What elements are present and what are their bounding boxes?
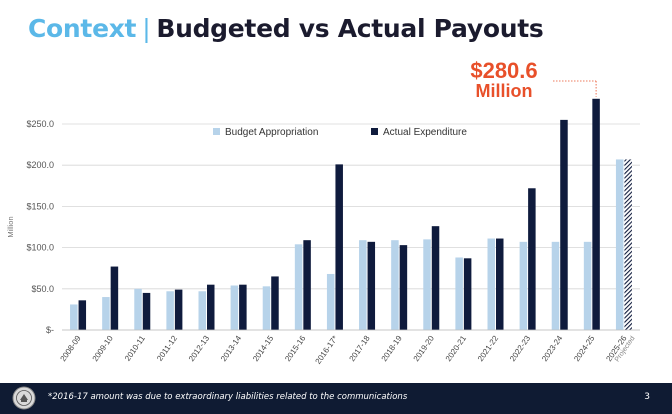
- x-tick-label: 2013-14: [219, 334, 244, 364]
- bar-actual-expenditure: [367, 241, 376, 330]
- bar-budget-appropriation: [455, 257, 463, 330]
- x-tick-label: 2011-12: [155, 334, 179, 363]
- peak-callout-unit: Million: [475, 81, 533, 102]
- y-tick-label: $150.0: [26, 201, 54, 211]
- x-tick-label: 2017-18: [347, 334, 372, 364]
- x-tick-label: 2018-19: [380, 334, 405, 364]
- bar-budget-appropriation: [391, 240, 399, 330]
- peak-callout: $280.6 Million: [452, 59, 556, 101]
- bar-actual-expenditure: [624, 159, 632, 330]
- bar-actual-expenditure: [174, 289, 183, 330]
- y-tick-label: $50.0: [31, 284, 54, 294]
- bar-budget-appropriation: [359, 240, 367, 330]
- bar-budget-appropriation: [166, 291, 174, 330]
- bar-actual-expenditure: [399, 245, 408, 330]
- bar-budget-appropriation: [583, 241, 592, 330]
- peak-callout-value: $280.6: [470, 58, 538, 83]
- x-tick-label: 2015-16: [283, 334, 308, 364]
- y-axis-title: Million: [6, 216, 15, 237]
- bar-budget-appropriation: [198, 291, 206, 330]
- x-tick-label: 2024-25: [572, 334, 597, 364]
- bar-actual-expenditure: [496, 238, 504, 330]
- x-tick-label: 2014-15: [251, 334, 276, 364]
- bar-actual-expenditure: [271, 276, 279, 330]
- title-context: Context: [28, 14, 137, 43]
- legend-swatch: [213, 128, 220, 135]
- bar-budget-appropriation: [551, 241, 560, 330]
- title-main: Budgeted vs Actual Payouts: [156, 14, 544, 43]
- bar-actual-expenditure: [142, 292, 151, 330]
- bar-budget-appropriation: [70, 304, 78, 330]
- bar-actual-expenditure: [463, 258, 472, 330]
- bar-actual-expenditure: [110, 266, 119, 330]
- title-separator: |: [142, 14, 151, 43]
- page-number: 3: [644, 392, 650, 402]
- x-tick-label: 2020-21: [444, 334, 469, 364]
- legend-swatch: [371, 128, 378, 135]
- legend-label: Actual Expenditure: [383, 127, 467, 138]
- bar-budget-appropriation: [519, 241, 528, 330]
- bar-actual-expenditure: [335, 164, 343, 330]
- y-tick-label: $100.0: [26, 243, 54, 253]
- x-tick-label: 2010-11: [123, 334, 147, 363]
- bar-actual-expenditure: [303, 240, 311, 330]
- bar-budget-appropriation: [615, 159, 624, 330]
- x-tick-label: 2021-22: [476, 334, 501, 364]
- city-seal-icon: [12, 386, 36, 410]
- bar-chart: $- $50.0 $100.0 $150.0 $200.0 $250.0 Million 20…: [6, 80, 640, 366]
- x-tick-label: 2012-13: [187, 334, 212, 364]
- x-tick-label: 2022-23: [508, 334, 533, 364]
- bar-budget-appropriation: [294, 244, 303, 330]
- y-tick-label: $-: [46, 325, 54, 335]
- bar-actual-expenditure: [528, 188, 536, 330]
- bar-actual-expenditure: [431, 226, 440, 330]
- x-tick-label: 2023-24: [540, 334, 565, 364]
- bar-budget-appropriation: [102, 297, 110, 330]
- bar-budget-appropriation: [326, 273, 335, 330]
- y-tick-label: $250.0: [26, 119, 54, 129]
- x-tick-label: 2008-09: [58, 334, 83, 364]
- bar-actual-expenditure: [207, 284, 215, 330]
- bar-budget-appropriation: [230, 285, 239, 330]
- x-tick-label: 2019-20: [412, 334, 437, 364]
- bar-budget-appropriation: [423, 239, 431, 330]
- footnote: *2016-17 amount was due to extraordinary…: [48, 392, 408, 402]
- bar-budget-appropriation: [262, 286, 271, 330]
- legend-label: Budget Appropriation: [225, 127, 318, 138]
- bar-actual-expenditure: [560, 119, 568, 330]
- page-title: Context | Budgeted vs Actual Payouts: [28, 14, 544, 43]
- x-tick-label: 2016-17*: [314, 334, 340, 366]
- y-tick-label: $200.0: [26, 160, 54, 170]
- footer-bar: *2016-17 amount was due to extraordinary…: [0, 383, 672, 414]
- bar-actual-expenditure: [592, 98, 600, 330]
- x-tick-label: 2009-10: [91, 334, 116, 364]
- bar-actual-expenditure: [239, 284, 247, 330]
- bar-actual-expenditure: [78, 300, 87, 330]
- bar-budget-appropriation: [487, 238, 495, 330]
- bar-budget-appropriation: [134, 288, 142, 330]
